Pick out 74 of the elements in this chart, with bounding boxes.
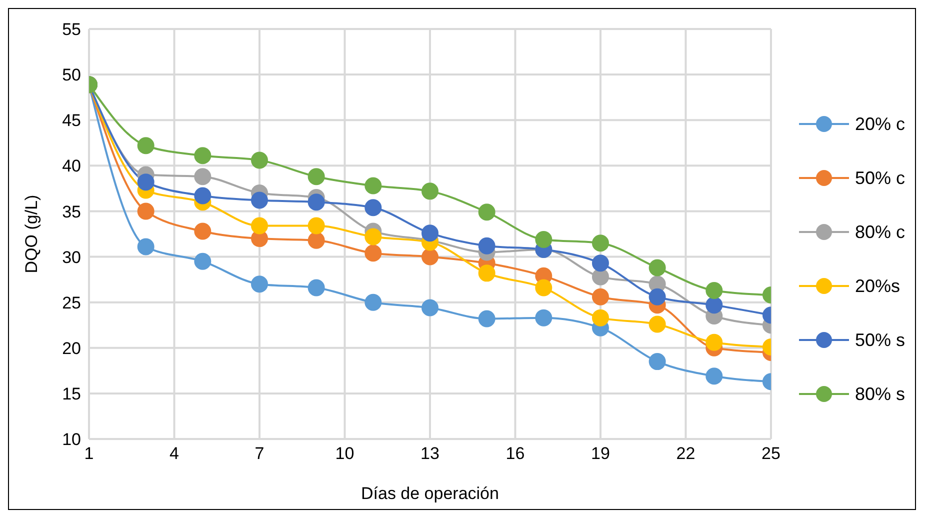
point (250, 217, 268, 234)
point (421, 248, 438, 266)
point (308, 217, 325, 234)
legend-label: 80% s (854, 383, 905, 406)
point (535, 309, 552, 326)
point (648, 353, 666, 370)
x-tick-label: 25 (762, 444, 780, 464)
point (137, 137, 154, 154)
point (194, 222, 212, 240)
y-tick-label: 10 (62, 430, 81, 450)
point (648, 259, 666, 276)
point (478, 204, 496, 221)
x-tick-label: 22 (676, 444, 696, 464)
legend-label: 80% c (854, 221, 905, 244)
point (648, 288, 666, 306)
point (478, 264, 496, 282)
point (308, 168, 325, 186)
point (364, 177, 382, 194)
x-tick-label: 4 (170, 444, 179, 464)
point (706, 282, 723, 299)
y-tick-label: 35 (62, 202, 81, 222)
point (364, 199, 382, 216)
y-tick-label: 45 (62, 111, 81, 130)
x-tick-label: 16 (506, 444, 525, 464)
x-tick-label: 1 (84, 444, 94, 464)
point (648, 316, 666, 333)
x-tick-label: 10 (335, 444, 354, 464)
y-axis-title: DQO (g/L) (22, 194, 42, 274)
y-tick-label: 30 (62, 248, 81, 267)
point (478, 310, 496, 328)
x-tick-label: 13 (420, 444, 440, 464)
point (250, 192, 268, 209)
y-tick-label: 15 (62, 384, 81, 404)
point (478, 237, 496, 254)
point (194, 168, 212, 186)
point (194, 252, 212, 270)
point (308, 279, 325, 296)
point (137, 202, 154, 220)
point (592, 309, 609, 326)
y-tick-label: 55 (62, 20, 81, 40)
point (194, 187, 212, 204)
point (137, 238, 154, 256)
legend-label: 50% s (854, 329, 905, 352)
y-tick-label: 25 (62, 293, 81, 312)
y-tick-label: 40 (62, 156, 81, 176)
point (421, 224, 438, 242)
point (308, 232, 325, 249)
y-tick-label: 20 (62, 338, 81, 358)
point (535, 279, 552, 296)
x-axis-title: Días de operación (360, 484, 499, 503)
point (364, 244, 382, 262)
y-tick-label: 50 (62, 66, 81, 85)
point (194, 147, 212, 164)
point (421, 299, 438, 316)
point (592, 288, 609, 306)
legend-label: 20%s (854, 275, 900, 298)
point (250, 152, 268, 169)
point (592, 234, 609, 252)
legend-label: 50% c (854, 167, 905, 190)
point (421, 182, 438, 200)
point (706, 296, 723, 314)
x-tick-label: 7 (254, 444, 264, 464)
point (364, 294, 382, 311)
point (535, 230, 552, 248)
x-tick-label: 19 (591, 444, 610, 464)
point (308, 194, 325, 211)
point (706, 334, 723, 351)
point (706, 368, 723, 385)
point (592, 268, 609, 286)
point (137, 174, 154, 191)
point (592, 254, 609, 272)
legend-label: 20% c (854, 113, 905, 136)
point (250, 276, 268, 293)
point (364, 228, 382, 246)
